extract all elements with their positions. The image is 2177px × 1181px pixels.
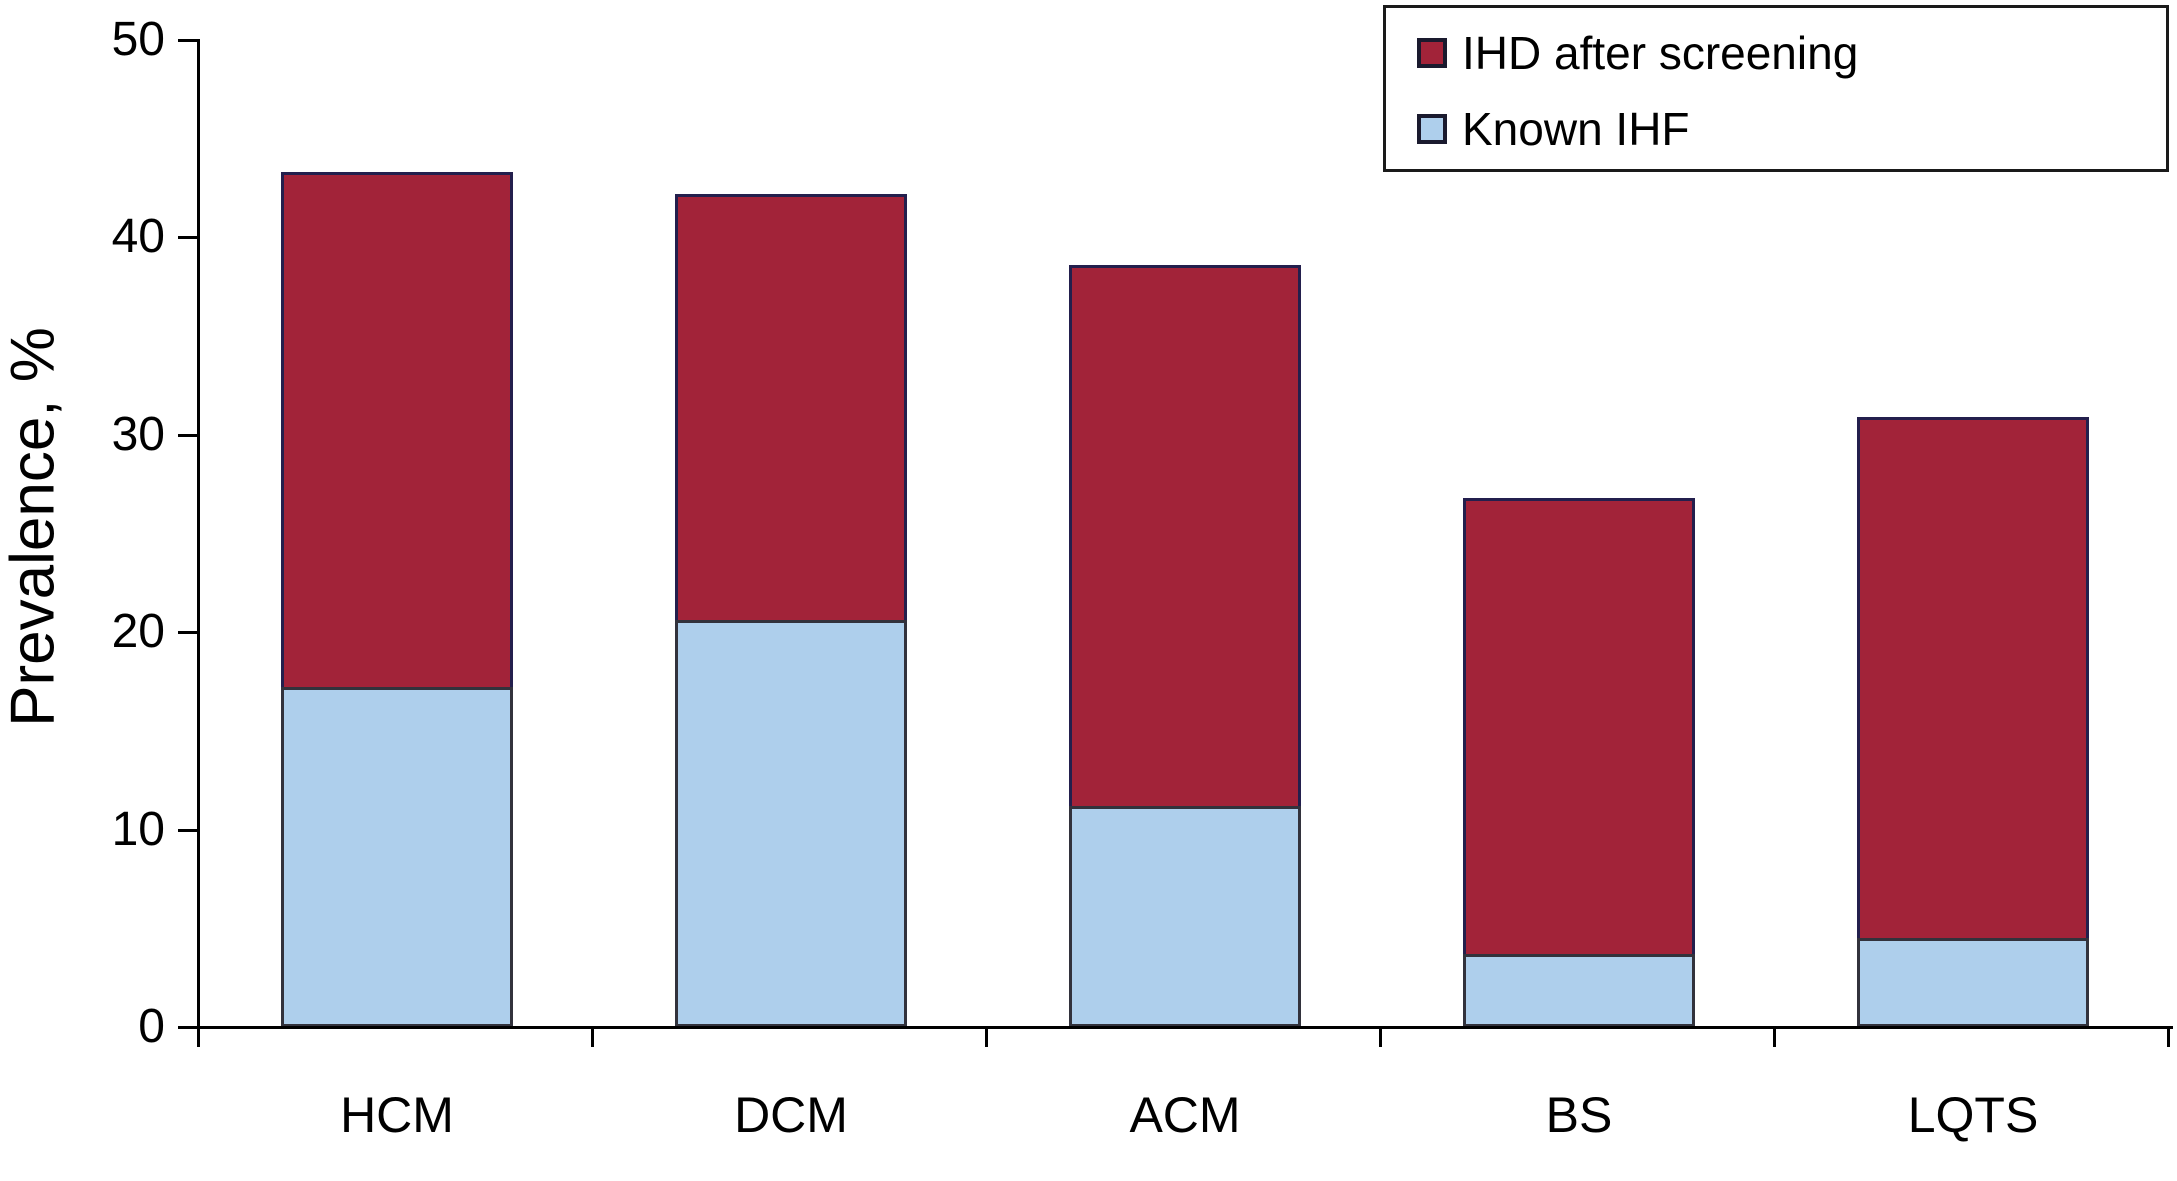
- x-tick-4: [1773, 1027, 1776, 1047]
- bar-segment-known-ihf-acm: [1069, 805, 1301, 1027]
- y-tick-label-20: 20: [111, 605, 165, 659]
- bar-segment-known-ihf-lqts: [1857, 938, 2089, 1027]
- y-tick-10: [178, 828, 200, 832]
- bar-segment-ihd-after-screening-acm: [1069, 265, 1301, 806]
- legend-item-known-ihf: Known IHF: [1386, 91, 2166, 167]
- y-tick-label-0: 0: [138, 1000, 165, 1053]
- y-tick-label-50: 50: [111, 13, 165, 66]
- x-tick-2: [985, 1027, 988, 1047]
- y-axis-line: [197, 40, 200, 1047]
- x-category-label-bs: BS: [1545, 1087, 1613, 1143]
- bar-segment-known-ihf-hcm: [281, 687, 513, 1027]
- x-category-label-acm: ACM: [1129, 1087, 1241, 1143]
- y-tick-30: [178, 433, 200, 437]
- y-tick-50: [178, 39, 200, 42]
- y-tick-label-30: 30: [111, 407, 165, 461]
- bar-segment-known-ihf-dcm: [675, 620, 907, 1027]
- x-tick-5: [2167, 1027, 2170, 1047]
- bar-segment-ihd-after-screening-lqts: [1857, 417, 2089, 939]
- y-tick-20: [178, 631, 200, 635]
- y-axis-title: Prevalence, %: [0, 327, 68, 727]
- x-tick-1: [591, 1027, 594, 1047]
- bar-segment-ihd-after-screening-hcm: [281, 172, 513, 688]
- legend: IHD after screening Known IHF: [1383, 5, 2169, 172]
- bar-segment-known-ihf-bs: [1463, 953, 1695, 1027]
- x-category-label-hcm: HCM: [340, 1087, 454, 1143]
- legend-label-ihd-after-screening: IHD after screening: [1462, 27, 1859, 79]
- legend-swatch-known-ihf: [1417, 114, 1447, 144]
- legend-swatch-ihd-after-screening: [1417, 38, 1447, 68]
- bar-segment-ihd-after-screening-dcm: [675, 193, 907, 621]
- legend-item-ihd-after-screening: IHD after screening: [1386, 15, 2166, 91]
- y-tick-label-40: 40: [111, 210, 165, 264]
- y-tick-label-10: 10: [111, 802, 165, 856]
- x-tick-3: [1379, 1027, 1382, 1047]
- x-category-label-lqts: LQTS: [1907, 1087, 2039, 1143]
- y-tick-40: [178, 236, 200, 240]
- x-category-label-dcm: DCM: [734, 1087, 848, 1143]
- legend-label-known-ihf: Known IHF: [1462, 103, 1690, 155]
- x-axis-line: [178, 1026, 2173, 1029]
- bar-segment-ihd-after-screening-bs: [1463, 497, 1695, 954]
